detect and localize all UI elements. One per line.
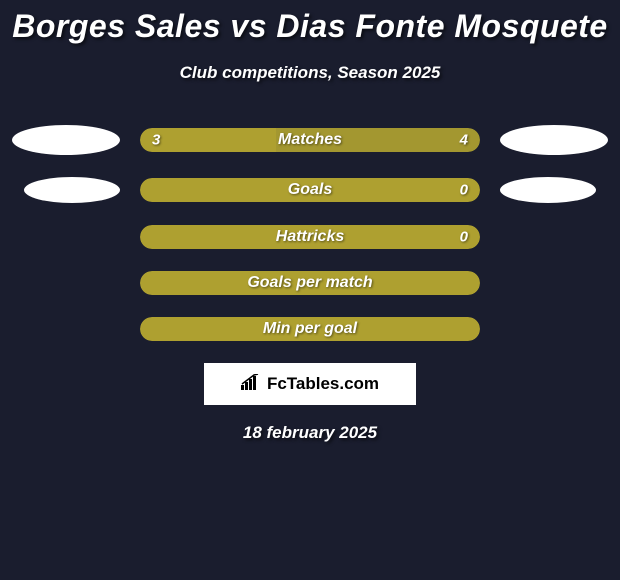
stat-bar: Matches 3 4 (140, 128, 480, 152)
stat-value-right: 0 (460, 229, 468, 246)
comparison-infographic: Borges Sales vs Dias Fonte Mosquete Club… (0, 0, 620, 443)
bar-segment-left (140, 128, 276, 152)
stat-row: Matches 3 4 (0, 125, 620, 155)
logo-text: FcTables.com (267, 374, 379, 394)
stat-row: Hattricks 0 (0, 225, 620, 249)
page-title: Borges Sales vs Dias Fonte Mosquete (0, 8, 620, 45)
stat-label: Goals per match (247, 274, 372, 292)
stat-row: Goals per match (0, 271, 620, 295)
stat-rows: Matches 3 4 Goals 0 Hattricks 0 Goals per match… (0, 125, 620, 341)
date-label: 18 february 2025 (0, 423, 620, 443)
stat-row: Goals 0 (0, 177, 620, 203)
stat-label: Min per goal (263, 320, 357, 338)
stat-label: Goals (288, 181, 332, 199)
stat-bar: Min per goal (140, 317, 480, 341)
player2-marker (500, 125, 608, 155)
stat-value-right: 0 (460, 182, 468, 199)
stat-value-left: 3 (152, 132, 160, 149)
subtitle: Club competitions, Season 2025 (0, 63, 620, 83)
stat-row: Min per goal (0, 317, 620, 341)
stat-label: Hattricks (276, 228, 344, 246)
stat-bar: Goals per match (140, 271, 480, 295)
stat-bar: Hattricks 0 (140, 225, 480, 249)
logo: FcTables.com (241, 374, 379, 395)
player1-marker (24, 177, 120, 203)
player1-marker (12, 125, 120, 155)
stat-value-right: 4 (460, 132, 468, 149)
logo-box: FcTables.com (204, 363, 416, 405)
stat-label: Matches (278, 131, 342, 149)
stat-bar: Goals 0 (140, 178, 480, 202)
chart-icon (241, 374, 261, 395)
player2-marker (500, 177, 596, 203)
